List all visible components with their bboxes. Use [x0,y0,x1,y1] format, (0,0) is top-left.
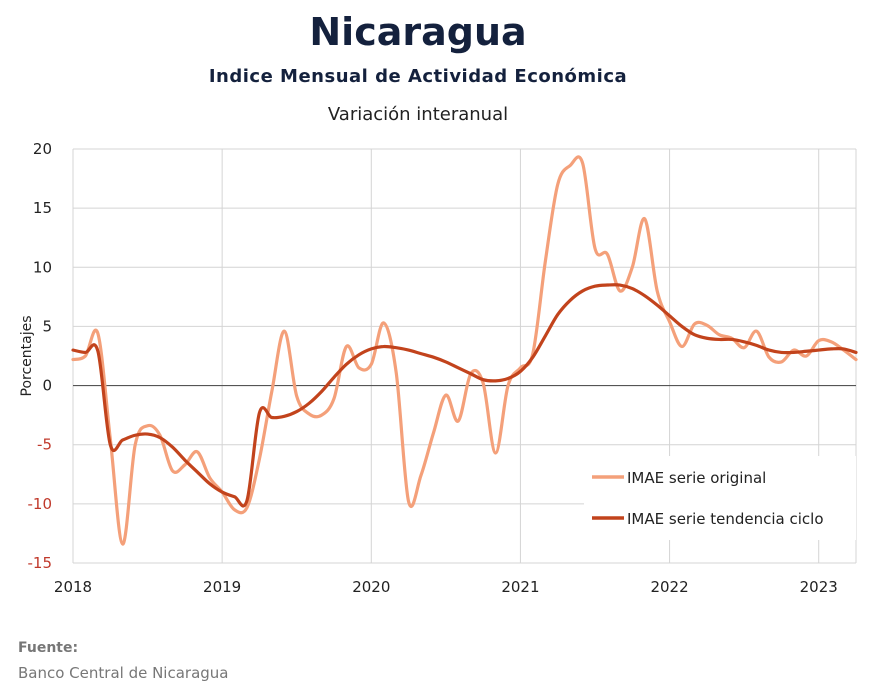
legend-background [584,456,856,540]
chart-subsubtitle: Variación interanual [327,104,509,125]
legend: IMAE serie original IMAE serie tendencia… [584,456,856,540]
legend-label-original: IMAE serie original [627,469,766,487]
source-text: Banco Central de Nicaragua [18,664,229,682]
y-axis-label: Porcentajes [19,315,35,396]
y-tick-label: 15 [33,199,52,217]
y-tick-label: 0 [42,377,52,395]
y-tick-label: 10 [33,258,52,276]
chart-title: Nicaragua [309,10,527,54]
y-tick-label: 20 [33,140,52,158]
legend-label-trend: IMAE serie tendencia ciclo [627,510,824,528]
x-tick-label: 2018 [54,578,92,596]
source-label: Fuente: [18,640,79,656]
x-tick-label: 2020 [352,578,390,596]
y-tick-label: 5 [42,317,52,335]
y-tick-label: -10 [28,495,53,513]
series-lines [71,155,858,546]
y-tick-label: -5 [37,436,52,454]
series-line-trend [71,283,858,508]
grid [72,148,857,564]
x-tick-label: 2023 [800,578,838,596]
x-tick-label: 2022 [650,578,688,596]
x-tick-label: 2021 [501,578,539,596]
y-tick-label: -15 [28,554,53,572]
x-tick-label: 2019 [203,578,241,596]
series-line-original [71,155,858,546]
chart-subtitle: Indice Mensual de Actividad Económica [208,66,628,87]
